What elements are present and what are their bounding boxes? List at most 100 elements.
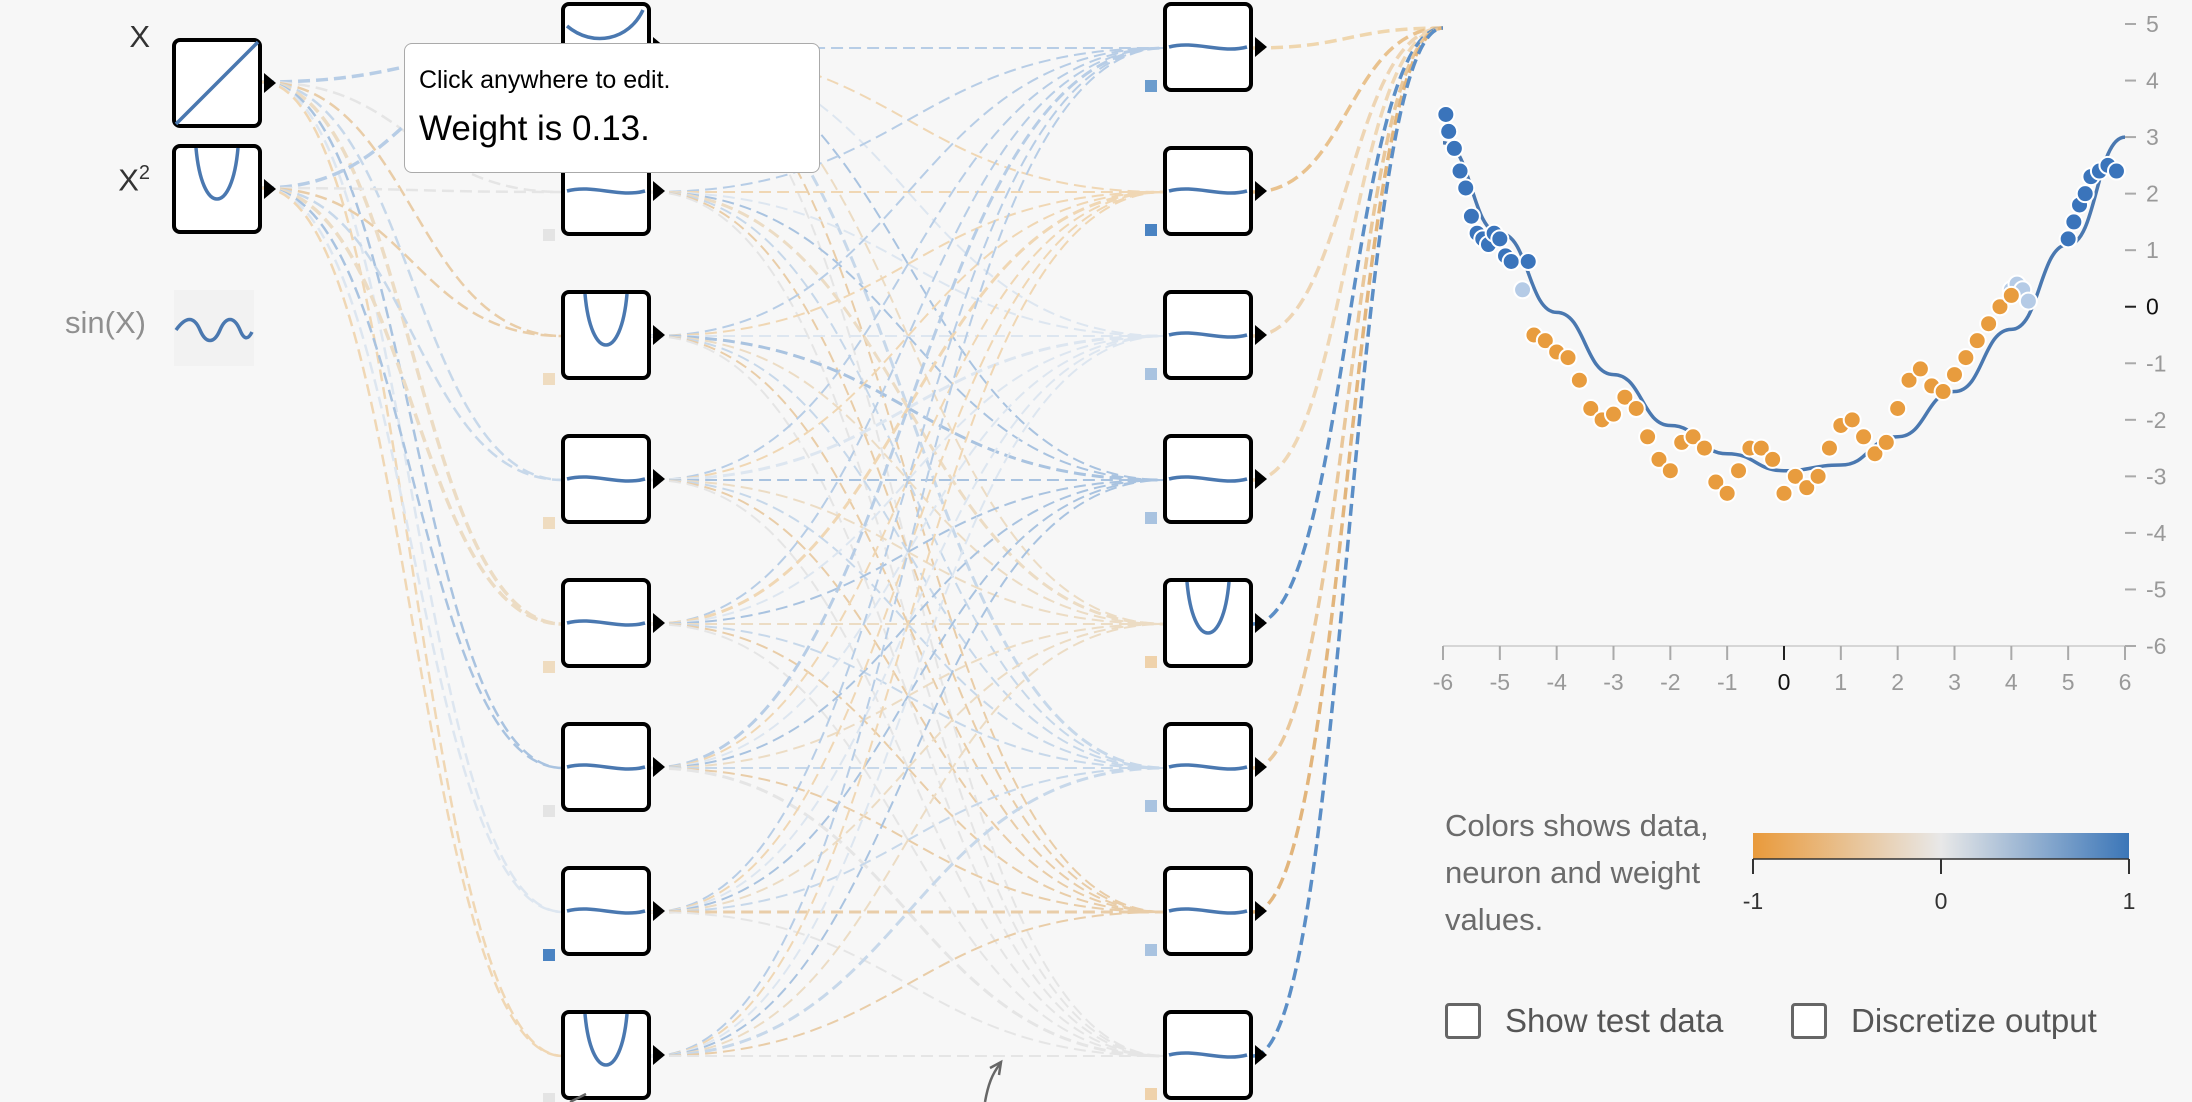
data-point <box>1569 370 1589 390</box>
weight-link <box>650 47 1166 913</box>
x-tick-label: -1 <box>1717 669 1737 695</box>
weight-link <box>650 191 1166 769</box>
weight-link <box>650 479 1166 1057</box>
y-tick-label: -6 <box>2146 633 2166 659</box>
weight-link <box>650 191 1166 913</box>
checkbox-box[interactable] <box>1445 1003 1481 1039</box>
annotation-arrow <box>569 1092 587 1102</box>
weight-link <box>261 186 564 770</box>
data-point <box>1456 178 1476 198</box>
neuron-output-arrow <box>653 613 665 633</box>
weight-link <box>1252 26 1444 338</box>
data-point <box>1990 297 2010 317</box>
neuron-output-arrow <box>653 181 665 201</box>
input-label-x: X <box>129 19 150 54</box>
weight-link <box>261 80 564 338</box>
y-tick-label: -5 <box>2146 576 2166 602</box>
hidden-neuron-layer1 <box>561 290 665 380</box>
weight-link <box>650 479 1166 913</box>
neuron-output-arrow <box>653 469 665 489</box>
weight-link <box>650 479 1166 1057</box>
input-label-sinx: sin(X) <box>65 305 146 340</box>
weight-tooltip[interactable]: Click anywhere to edit. Weight is 0.13. <box>404 43 820 173</box>
weight-link <box>650 46 1166 770</box>
bias-square <box>1145 368 1157 380</box>
fit-curve <box>1442 135 2126 473</box>
input-label-x2-sup: 2 <box>138 162 150 184</box>
x-tick-label: 3 <box>1948 669 1961 695</box>
weight-link <box>650 191 1166 481</box>
weight-link <box>1252 26 1444 194</box>
data-point <box>2058 229 2078 249</box>
data-point <box>1899 370 1919 390</box>
weight-link <box>650 623 1166 1057</box>
weight-link <box>650 623 1166 913</box>
neuron-box <box>172 144 262 234</box>
data-point <box>1956 348 1976 368</box>
hidden-neuron-layer2 <box>1163 146 1267 236</box>
input-label-x-squared: X2 <box>50 162 150 198</box>
weight-link <box>650 47 1166 1057</box>
data-point <box>1785 466 1805 486</box>
data-point <box>2106 161 2126 181</box>
data-point <box>1450 161 1470 181</box>
hidden-neuron-layer2 <box>1163 578 1267 668</box>
neuron-output-arrow <box>653 325 665 345</box>
weight-link <box>1252 26 1444 626</box>
annotation-arrows <box>569 1059 1003 1102</box>
y-tick-label: 5 <box>2146 11 2159 37</box>
checkbox-box[interactable] <box>1791 1003 1827 1039</box>
bias-square <box>1145 800 1157 812</box>
neuron-output-arrow <box>1255 757 1267 777</box>
weight-link <box>261 186 564 1058</box>
neuron-activation-curve <box>194 147 240 201</box>
output-plot: -6 -5 -4 -3 -2 -1 0 1 2 3 4 5 6 5 4 3 2 1 0 -1 -2 -3 -4 -5 -6 <box>1433 11 2167 695</box>
show-test-data-checkbox[interactable]: Show test data <box>1445 1002 1723 1040</box>
neuron-activation-curve <box>583 293 629 347</box>
neuron-activation-curve <box>1168 331 1248 339</box>
hidden-neuron-layer2 <box>1163 722 1267 812</box>
weight-link <box>650 335 1166 1057</box>
data-point <box>1461 206 1481 226</box>
weight-link <box>650 766 1166 1058</box>
weight-link <box>650 335 1166 913</box>
y-tick-label: 2 <box>2146 181 2159 207</box>
x-tick-label: 6 <box>2119 669 2132 695</box>
weight-link <box>261 80 564 482</box>
neuron-activation-curve <box>1168 763 1248 771</box>
bias-square <box>543 1093 555 1102</box>
data-point <box>1683 427 1703 447</box>
neuron-activation-curve <box>1168 187 1248 195</box>
data-point <box>1501 251 1521 271</box>
neuron-output-arrow <box>653 757 665 777</box>
x-tick-label: -2 <box>1660 669 1680 695</box>
data-point <box>1910 359 1930 379</box>
discretize-output-checkbox[interactable]: Discretize output <box>1791 1002 2097 1040</box>
hidden-neuron-layer1 <box>561 866 665 956</box>
data-point <box>1490 229 1510 249</box>
neuron-output-arrow <box>1255 181 1267 201</box>
data-point <box>1535 331 1555 351</box>
data-point <box>1694 438 1714 458</box>
data-point <box>2018 291 2038 311</box>
bias-square <box>543 517 555 529</box>
weight-link <box>650 47 1166 625</box>
weight-link <box>650 47 1166 193</box>
weight-link <box>650 766 1166 1058</box>
data-point <box>1638 427 1658 447</box>
weight-link <box>650 191 1166 913</box>
weight-link <box>650 479 1166 769</box>
weight-link <box>261 186 564 626</box>
weight-link <box>1252 26 1444 770</box>
neuron-output-arrow <box>1255 1045 1267 1065</box>
hidden-neuron-layer1 <box>561 722 665 812</box>
neuron-activation-curve <box>1185 581 1231 635</box>
data-point <box>1797 478 1817 498</box>
data-point <box>1604 404 1623 424</box>
weight-link <box>650 47 1166 481</box>
weight-link <box>261 186 564 914</box>
x-tick-label: 5 <box>2062 669 2075 695</box>
input-node-x <box>172 38 276 128</box>
data-point <box>1706 472 1726 492</box>
weight-link <box>650 911 1166 1057</box>
